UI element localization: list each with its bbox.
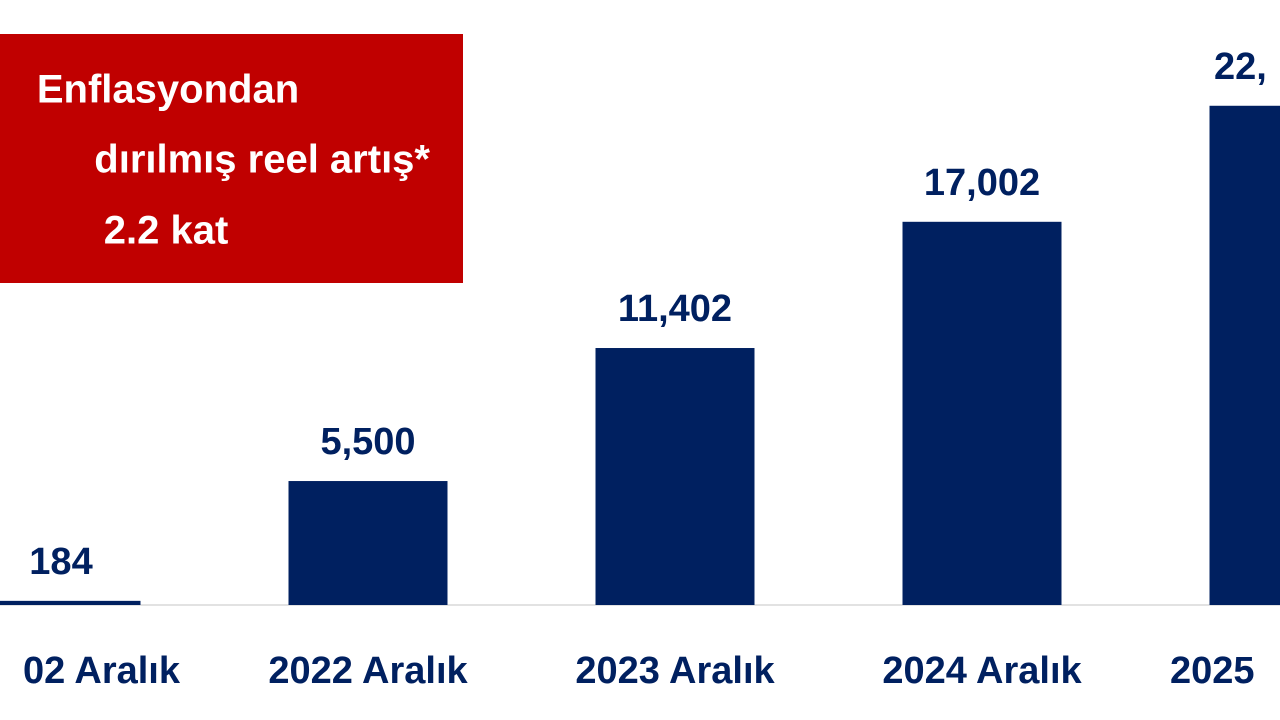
annotation-line: Enflasyondan	[37, 68, 299, 112]
bar	[595, 348, 755, 605]
x-tick-label: 2023 Aralık	[575, 650, 775, 692]
value-label: 17,002	[924, 162, 1040, 204]
bar	[288, 481, 448, 605]
value-label: 22,	[1214, 46, 1267, 88]
x-tick-label: 2025	[1170, 650, 1255, 692]
x-tick-label: 2024 Aralık	[882, 650, 1082, 692]
annotation-line: 2.2 kat	[104, 209, 229, 253]
value-label: 184	[29, 541, 92, 583]
x-tick-label: 02 Aralık	[23, 650, 181, 692]
value-label: 11,402	[618, 288, 732, 330]
bar	[1209, 105, 1280, 606]
bar	[902, 221, 1062, 605]
annotation-box	[0, 34, 463, 283]
value-label: 5,500	[320, 421, 415, 463]
x-tick-label: 2022 Aralık	[268, 650, 468, 692]
bar	[0, 600, 141, 605]
annotation-line: dırılmış reel artış*	[94, 138, 430, 182]
